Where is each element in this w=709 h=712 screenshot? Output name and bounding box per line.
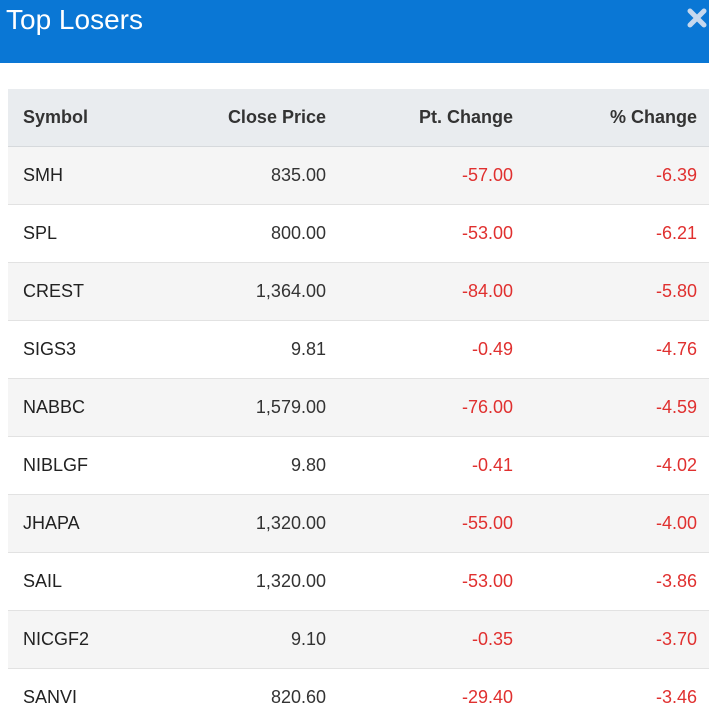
close-price-cell: 1,364.00 (158, 262, 338, 321)
symbol-cell: SPL (8, 204, 158, 263)
table-header-row: Symbol Close Price Pt. Change % Change (8, 89, 709, 147)
symbol-cell: SIGS3 (8, 320, 158, 379)
pt-change-cell: -0.49 (338, 320, 525, 379)
close-price-cell: 1,579.00 (158, 378, 338, 437)
column-header-pct-change[interactable]: % Change (525, 89, 709, 147)
pt-change-cell: -57.00 (338, 146, 525, 205)
losers-table: Symbol Close Price Pt. Change % Change S… (8, 89, 709, 712)
pt-change-cell: -53.00 (338, 552, 525, 611)
pt-change-cell: -29.40 (338, 668, 525, 712)
pt-change-cell: -0.41 (338, 436, 525, 495)
close-icon[interactable] (685, 6, 709, 30)
table-row[interactable]: NABBC 1,579.00 -76.00 -4.59 (8, 378, 709, 437)
table-row[interactable]: SIGS3 9.81 -0.49 -4.76 (8, 320, 709, 379)
close-price-cell: 9.81 (158, 320, 338, 379)
column-header-close-price[interactable]: Close Price (158, 89, 338, 147)
pct-change-cell: -6.21 (525, 204, 709, 263)
pct-change-cell: -3.86 (525, 552, 709, 611)
pt-change-cell: -76.00 (338, 378, 525, 437)
symbol-cell: NICGF2 (8, 610, 158, 669)
table-row[interactable]: CREST 1,364.00 -84.00 -5.80 (8, 262, 709, 321)
table-row[interactable]: SMH 835.00 -57.00 -6.39 (8, 146, 709, 205)
pct-change-cell: -6.39 (525, 146, 709, 205)
table-row[interactable]: NIBLGF 9.80 -0.41 -4.02 (8, 436, 709, 495)
column-header-symbol[interactable]: Symbol (8, 89, 158, 147)
symbol-cell: NIBLGF (8, 436, 158, 495)
pct-change-cell: -3.70 (525, 610, 709, 669)
pct-change-cell: -4.76 (525, 320, 709, 379)
close-price-cell: 835.00 (158, 146, 338, 205)
pt-change-cell: -55.00 (338, 494, 525, 553)
close-price-cell: 800.00 (158, 204, 338, 263)
close-price-cell: 1,320.00 (158, 552, 338, 611)
close-price-cell: 820.60 (158, 668, 338, 712)
pct-change-cell: -4.00 (525, 494, 709, 553)
table-row[interactable]: SANVI 820.60 -29.40 -3.46 (8, 668, 709, 712)
pt-change-cell: -84.00 (338, 262, 525, 321)
table-row[interactable]: SPL 800.00 -53.00 -6.21 (8, 204, 709, 263)
dialog-title: Top Losers (6, 4, 143, 35)
pct-change-cell: -4.02 (525, 436, 709, 495)
symbol-cell: CREST (8, 262, 158, 321)
close-price-cell: 9.10 (158, 610, 338, 669)
pct-change-cell: -4.59 (525, 378, 709, 437)
symbol-cell: JHAPA (8, 494, 158, 553)
symbol-cell: SAIL (8, 552, 158, 611)
close-icon-glyph (687, 8, 707, 28)
symbol-cell: NABBC (8, 378, 158, 437)
pt-change-cell: -0.35 (338, 610, 525, 669)
close-price-cell: 9.80 (158, 436, 338, 495)
pct-change-cell: -3.46 (525, 668, 709, 712)
table-row[interactable]: JHAPA 1,320.00 -55.00 -4.00 (8, 494, 709, 553)
pt-change-cell: -53.00 (338, 204, 525, 263)
symbol-cell: SMH (8, 146, 158, 205)
close-price-cell: 1,320.00 (158, 494, 338, 553)
pct-change-cell: -5.80 (525, 262, 709, 321)
table-row[interactable]: NICGF2 9.10 -0.35 -3.70 (8, 610, 709, 669)
column-header-pt-change[interactable]: Pt. Change (338, 89, 525, 147)
table-row[interactable]: SAIL 1,320.00 -53.00 -3.86 (8, 552, 709, 611)
losers-table-container: Symbol Close Price Pt. Change % Change S… (8, 89, 709, 712)
symbol-cell: SANVI (8, 668, 158, 712)
dialog-header: Top Losers (0, 0, 709, 63)
